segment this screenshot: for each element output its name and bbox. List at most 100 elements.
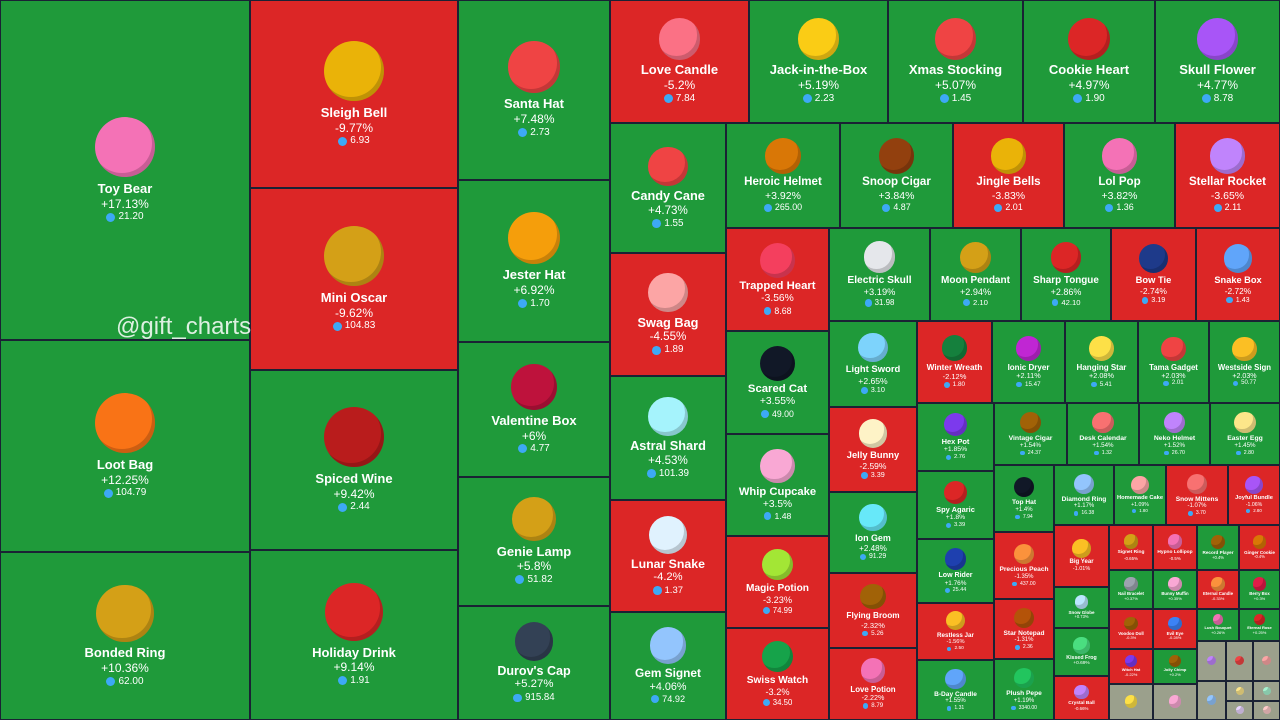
price-change: +4.97% — [1068, 78, 1110, 93]
tile-flat-gift-d[interactable] — [1253, 681, 1280, 701]
tile-sleigh-bell[interactable]: Sleigh Bell -9.77% 6.93 — [250, 0, 458, 188]
tile-hypno-lollipop-2[interactable] — [1153, 684, 1197, 720]
tile-swag-bag[interactable]: Swag Bag -4.55% 1.89 — [610, 253, 726, 376]
tile-magic-potion[interactable]: Magic Potion -3.23% 74.99 — [726, 536, 829, 628]
tile-love-potion[interactable]: Love Potion -2.22% 8.79 — [829, 648, 917, 720]
tile-eternal-candle[interactable]: Eternal Candle -0.33% — [1197, 570, 1239, 609]
price-change: -0.4% — [1254, 554, 1265, 560]
tile-hex-pot[interactable]: Hex Pot +1.85% 2.76 — [917, 403, 994, 471]
tile-party-sparkler[interactable] — [1109, 684, 1153, 720]
tile-sharp-tongue[interactable]: Sharp Tongue +2.86% 42.10 — [1021, 228, 1111, 321]
tile-eternal-rose[interactable]: Eternal Rose +0.25% — [1239, 609, 1280, 641]
tile-snake-box[interactable]: Snake Box -2.72% 1.43 — [1196, 228, 1280, 321]
tile-ion-gem[interactable]: Ion Gem +2.48% 91.29 — [829, 492, 917, 573]
tile-candy-cane[interactable]: Candy Cane +4.73% 1.55 — [610, 123, 726, 253]
tile-spy-agaric[interactable]: Spy Agaric +1.8% 3.39 — [917, 471, 994, 539]
tile-flat-gift-f[interactable] — [1253, 701, 1280, 720]
tile-winter-wreath[interactable]: Winter Wreath -2.12% 1.80 — [917, 321, 992, 403]
tile-big-year[interactable]: Big Year -1.01% — [1054, 525, 1109, 587]
tile-b-day-candle[interactable]: B-Day Candle +1.55% 1.31 — [917, 660, 994, 720]
tile-flat-gift-a[interactable] — [1253, 641, 1280, 681]
tile-tama-gadget[interactable]: Tama Gadget +2.03% 2.01 — [1138, 321, 1209, 403]
tile-joyful-bundle[interactable]: Joyful Bundle -1.06% 2.80 — [1228, 465, 1280, 525]
tile-snoop-cigar[interactable]: Snoop Cigar +3.84% 4.87 — [840, 123, 953, 228]
tile-vintage-cigar[interactable]: Vintage Cigar +1.54% 24.37 — [994, 403, 1067, 465]
tile-jelly-bunny[interactable]: Jelly Bunny -2.59% 3.39 — [829, 407, 917, 492]
price-change: -2.59% — [859, 461, 887, 472]
tile-whip-cupcake[interactable]: Whip Cupcake +3.5% 1.48 — [726, 434, 829, 536]
diamond-icon — [647, 469, 656, 478]
tile-xmas-stocking[interactable]: Xmas Stocking +5.07% 1.45 — [888, 0, 1023, 123]
tile-ionic-dryer[interactable]: Ionic Dryer +2.11% 15.47 — [992, 321, 1065, 403]
tile-astral-shard[interactable]: Astral Shard +4.53% 101.39 — [610, 376, 726, 500]
tile-precious-peach[interactable]: Precious Peach -1.35% 437.00 — [994, 532, 1054, 599]
tile-neko-helmet[interactable]: Neko Helmet +1.52% 26.70 — [1139, 403, 1210, 465]
tile-westside-sign[interactable]: Westside Sign +2.03% 50.77 — [1209, 321, 1280, 403]
tile-easter-egg[interactable]: Easter Egg +1.45% 2.80 — [1210, 403, 1280, 465]
diamond-icon — [515, 575, 525, 585]
tile-nail-bracelet[interactable]: Nail Bracelet +0.37% — [1109, 570, 1153, 609]
tile-bunny-muffin[interactable]: Bunny Muffin +0.35% — [1153, 570, 1197, 609]
tile-spiced-wine[interactable]: Spiced Wine +9.42% 2.44 — [250, 370, 458, 550]
tile-restless-jar[interactable]: Restless Jar -1.56% 2.50 — [917, 603, 994, 660]
tile-diamond-ring[interactable]: Diamond Ring +1.17% 16.38 — [1054, 465, 1114, 525]
tile-swiss-watch[interactable]: Swiss Watch -3.2% 34.50 — [726, 628, 829, 720]
tile-record-player[interactable]: Record Player +0.4% — [1197, 525, 1239, 570]
tile-spy-agaric-2[interactable] — [1226, 641, 1253, 681]
tile-evil-eye[interactable]: Evil Eye -0.28% — [1153, 609, 1197, 649]
tile-flying-broom[interactable]: Flying Broom -2.32% 5.26 — [829, 573, 917, 648]
tile-heroic-helmet[interactable]: Heroic Helmet +3.92% 265.00 — [726, 123, 840, 228]
tile-flat-gift-e[interactable] — [1226, 701, 1253, 720]
tile-love-candle[interactable]: Love Candle -5.2% 7.84 — [610, 0, 749, 123]
tile-witch-hat[interactable]: Witch Hat -0.22% — [1109, 649, 1153, 684]
tile-jolly-chimp[interactable]: Jolly Chimp +0.2% — [1153, 649, 1197, 684]
tile-valentine-box[interactable]: Valentine Box +6% 4.77 — [458, 342, 610, 477]
tile-star-notepad[interactable]: Star Notepad -1.31% 2.36 — [994, 599, 1054, 659]
tile-jester-hat[interactable]: Jester Hat +6.92% 1.70 — [458, 180, 610, 342]
tile-stellar-rocket[interactable]: Stellar Rocket -3.65% 2.11 — [1175, 123, 1280, 228]
tile-low-rider[interactable]: Low Rider +1.76% 25.44 — [917, 539, 994, 603]
tile-desk-calendar[interactable]: Desk Calendar +1.54% 1.32 — [1067, 403, 1139, 465]
tile-kissed-frog[interactable]: Kissed Frog +0.69% — [1054, 628, 1109, 676]
tile-flat-gift-b[interactable] — [1197, 681, 1226, 720]
tile-trapped-heart[interactable]: Trapped Heart -3.56% 8.68 — [726, 228, 829, 331]
tile-plush-pepe[interactable]: Plush Pepe +1.19% 3340.00 — [994, 659, 1054, 720]
tile-bow-tie[interactable]: Bow Tie -2.74% 3.19 — [1111, 228, 1196, 321]
tile-santa-hat[interactable]: Santa Hat +7.48% 2.73 — [458, 0, 610, 180]
tile-homemade-cake[interactable]: Homemade Cake +1.09% 1.80 — [1114, 465, 1166, 525]
tile-signet-ring[interactable]: Signet Ring -0.65% — [1109, 525, 1153, 570]
tile-loot-bag[interactable]: Loot Bag +12.25% 104.79 — [0, 340, 250, 552]
tile-snow-mittens[interactable]: Snow Mittens -1.07% 3.70 — [1166, 465, 1228, 525]
tile-jack-in-the-box[interactable]: Jack-in-the-Box +5.19% 2.23 — [749, 0, 888, 123]
tile-flat-gift-c[interactable] — [1226, 681, 1253, 701]
tile-toy-bear[interactable]: Toy Bear +17.13% 21.20 — [0, 0, 250, 340]
tile-hanging-star[interactable]: Hanging Star +2.08% 5.41 — [1065, 321, 1138, 403]
tile-holiday-drink[interactable]: Holiday Drink +9.14% 1.91 — [250, 550, 458, 720]
tile-voodoo-doll[interactable]: Voodoo Doll -0.3% — [1109, 609, 1153, 649]
tile-light-sword[interactable]: Light Sword +2.65% 3.10 — [829, 321, 917, 407]
tile-top-hat[interactable]: Top Hat +1.4% 7.94 — [994, 465, 1054, 532]
tile-bonded-ring[interactable]: Bonded Ring +10.36% 62.00 — [0, 552, 250, 720]
tile-snow-globe[interactable]: Snow Globe +0.73% — [1054, 587, 1109, 628]
tile-lush-bouquet[interactable]: Lush Bouquet +0.26% — [1197, 609, 1239, 641]
tile-genie-lamp[interactable]: Genie Lamp +5.8% 51.82 — [458, 477, 610, 606]
tile-crystal-ball[interactable]: Crystal Ball -0.66% — [1054, 676, 1109, 720]
hair-dryer-icon — [1016, 335, 1041, 361]
tile-durov-s-cap[interactable]: Durov's Cap +5.27% 915.84 — [458, 606, 610, 720]
tile-crystal-ball-2[interactable] — [1197, 641, 1226, 681]
tile-electric-skull[interactable]: Electric Skull +3.19% 31.98 — [829, 228, 930, 321]
diamond-icon — [762, 698, 770, 706]
tile-jingle-bells[interactable]: Jingle Bells -3.83% 2.01 — [953, 123, 1064, 228]
tile-lunar-snake[interactable]: Lunar Snake -4.2% 1.37 — [610, 500, 726, 612]
tile-berry-box[interactable]: Berry Box +0.3% — [1239, 570, 1280, 609]
tile-skull-flower[interactable]: Skull Flower +4.77% 8.78 — [1155, 0, 1280, 123]
tile-scared-cat[interactable]: Scared Cat +3.55% 49.00 — [726, 331, 829, 434]
price-row: 3.19 — [1141, 296, 1165, 305]
tile-gem-signet[interactable]: Gem Signet +4.06% 74.92 — [610, 612, 726, 720]
tile-cookie-heart[interactable]: Cookie Heart +4.97% 1.90 — [1023, 0, 1155, 123]
tile-lol-pop[interactable]: Lol Pop +3.82% 1.36 — [1064, 123, 1175, 228]
tile-moon-pendant[interactable]: Moon Pendant +2.94% 2.10 — [930, 228, 1021, 321]
tile-ginger-cookie[interactable]: Ginger Cookie -0.4% — [1239, 525, 1280, 570]
tile-hypno-lollipop[interactable]: Hypno Lollipop -0.5% — [1153, 525, 1197, 570]
tile-mini-oscar[interactable]: Mini Oscar -9.62% 104.83 — [250, 188, 458, 370]
